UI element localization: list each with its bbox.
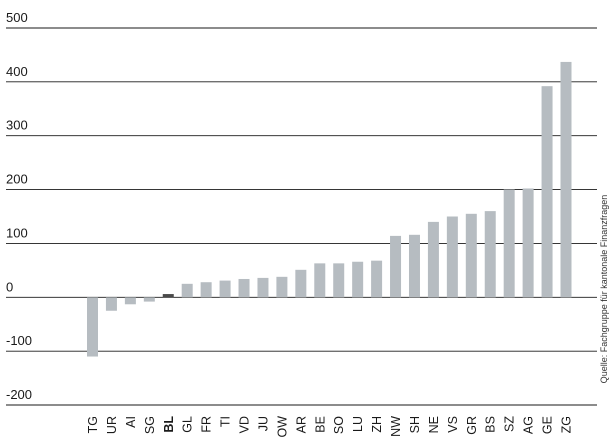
category-label: VS: [446, 416, 460, 433]
category-label: VD: [238, 416, 252, 433]
bar-zg: [560, 61, 572, 298]
category-label: SG: [143, 416, 157, 434]
bar-vs: [446, 216, 458, 298]
bar-gl: [181, 283, 193, 298]
y-tick-label: -100: [6, 333, 32, 348]
y-tick-label: 100: [6, 225, 28, 240]
category-label: TI: [219, 416, 233, 427]
category-label: NW: [389, 416, 403, 437]
y-tick-label: 400: [6, 64, 28, 79]
y-tick-label: -200: [6, 387, 32, 402]
bar-lu: [352, 261, 364, 298]
category-label: TG: [86, 416, 100, 433]
category-label: NE: [427, 416, 441, 433]
bar-vd: [238, 278, 250, 298]
category-label: ZG: [560, 416, 574, 433]
category-label: BE: [313, 416, 327, 433]
bar-ju: [257, 277, 269, 298]
y-axis-tick-labels: 500 400 300 200 100 0 -100 -200: [6, 10, 32, 402]
category-label: SH: [408, 416, 422, 433]
category-label: ZH: [370, 416, 384, 433]
bar-ag: [522, 188, 534, 298]
category-label: BS: [484, 416, 498, 433]
bar-be: [314, 263, 326, 298]
bar-ar: [295, 269, 307, 298]
bar-ow: [276, 276, 288, 298]
category-label: JU: [256, 416, 270, 431]
category-label: UR: [105, 416, 119, 434]
category-label: SO: [332, 416, 346, 434]
bar-zh: [371, 260, 383, 298]
category-label: GE: [541, 416, 555, 434]
bar-tg: [87, 297, 98, 357]
category-label: BL: [162, 416, 176, 433]
bar-ur: [105, 297, 117, 311]
y-tick-label: 500: [6, 10, 28, 25]
bar-gr: [465, 213, 477, 298]
category-label: LU: [351, 416, 365, 432]
bar-so: [333, 263, 345, 298]
bar-sg: [143, 297, 155, 302]
bar-ti: [219, 280, 231, 298]
bar-fr: [200, 282, 212, 298]
bar-ge: [541, 86, 553, 298]
bar-ne: [427, 221, 439, 298]
category-label: AR: [294, 416, 308, 433]
bar-nw: [390, 235, 402, 298]
y-tick-label: 0: [6, 279, 13, 294]
category-label: AI: [124, 416, 138, 428]
bar-bs: [484, 211, 496, 298]
category-label: GL: [181, 416, 195, 433]
category-label: SZ: [503, 416, 517, 432]
x-axis-category-labels: TG UR AI SG BL GL FR TI VD JU OW AR BE SO LU ZH NW SH NE VS…: [86, 416, 574, 438]
bar-sz: [503, 189, 515, 298]
category-label: OW: [275, 416, 289, 438]
category-label: FR: [200, 416, 214, 433]
category-label: GR: [465, 416, 479, 435]
bar-bl: [162, 294, 174, 298]
source-note: Quelle: Fachgruppe für kantonale Finanzf…: [599, 195, 609, 384]
y-tick-label: 300: [6, 118, 28, 133]
category-label: AG: [522, 416, 536, 434]
y-tick-label: 200: [6, 172, 28, 187]
bar-ai: [124, 297, 136, 305]
bars: [87, 61, 572, 357]
bar-sh: [408, 234, 420, 298]
